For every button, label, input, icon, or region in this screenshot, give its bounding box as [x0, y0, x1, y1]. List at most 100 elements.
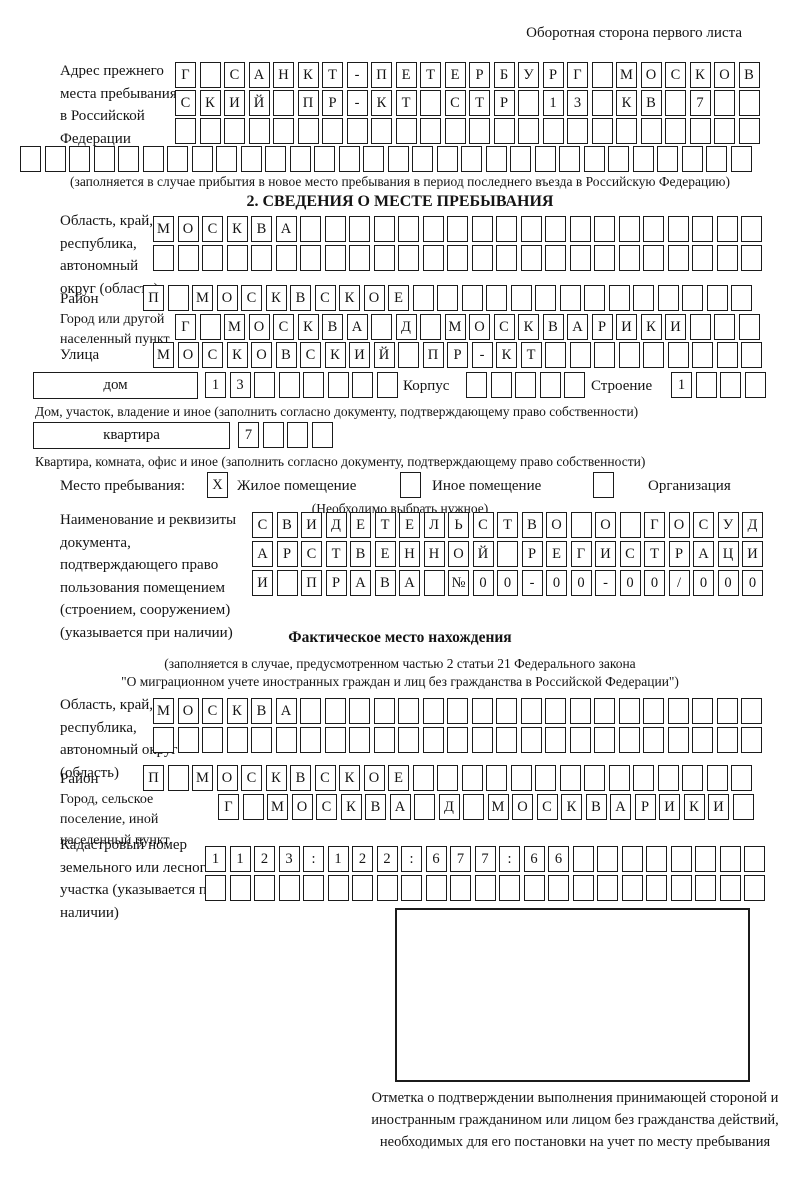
char-box[interactable]: А: [275, 216, 297, 242]
char-box[interactable]: [20, 146, 41, 172]
char-box[interactable]: [719, 875, 741, 901]
char-box[interactable]: [665, 90, 686, 116]
char-box[interactable]: Р: [325, 570, 347, 596]
char-box[interactable]: Т: [420, 62, 441, 88]
char-box[interactable]: :: [499, 846, 520, 872]
char-box[interactable]: [616, 118, 637, 144]
char-box[interactable]: К: [496, 342, 517, 368]
char-box[interactable]: -: [471, 342, 493, 368]
char-box[interactable]: [387, 146, 409, 172]
char-box[interactable]: [591, 118, 613, 144]
char-box[interactable]: [300, 245, 321, 271]
char-box[interactable]: [199, 62, 221, 88]
char-box[interactable]: [744, 875, 765, 901]
char-box[interactable]: [412, 146, 433, 172]
char-box[interactable]: [523, 875, 545, 901]
char-box[interactable]: 1: [542, 90, 564, 116]
char-box[interactable]: [324, 216, 346, 242]
char-box[interactable]: [398, 698, 419, 724]
char-box[interactable]: [608, 146, 629, 172]
char-box[interactable]: Т: [322, 62, 343, 88]
char-box[interactable]: В: [276, 512, 298, 538]
char-box[interactable]: [633, 285, 654, 311]
char-box[interactable]: В: [738, 62, 760, 88]
char-box[interactable]: М: [153, 216, 174, 242]
char-box[interactable]: [719, 846, 741, 872]
char-box[interactable]: М: [267, 794, 288, 820]
char-box[interactable]: М: [192, 765, 213, 791]
char-box[interactable]: 7: [450, 846, 471, 872]
char-box[interactable]: [199, 314, 221, 340]
char-box[interactable]: В: [290, 285, 311, 311]
char-box[interactable]: В: [374, 570, 396, 596]
char-box[interactable]: [569, 727, 591, 753]
char-box[interactable]: Т: [520, 342, 542, 368]
char-box[interactable]: [535, 765, 556, 791]
char-box[interactable]: Г: [570, 541, 592, 567]
char-box[interactable]: 0: [570, 570, 592, 596]
char-box[interactable]: [716, 698, 738, 724]
char-box[interactable]: О: [546, 512, 567, 538]
char-box[interactable]: -: [346, 90, 368, 116]
char-box[interactable]: [597, 875, 618, 901]
char-box[interactable]: [447, 698, 468, 724]
char-box[interactable]: А: [567, 314, 588, 340]
char-box[interactable]: [398, 727, 419, 753]
char-box[interactable]: О: [668, 512, 690, 538]
char-box[interactable]: [177, 245, 199, 271]
char-box[interactable]: /: [668, 570, 690, 596]
char-box[interactable]: Р: [542, 62, 564, 88]
char-box[interactable]: [423, 570, 445, 596]
char-box[interactable]: [436, 146, 458, 172]
char-box[interactable]: К: [683, 794, 705, 820]
char-box[interactable]: А: [275, 698, 297, 724]
char-box[interactable]: [444, 118, 466, 144]
char-box[interactable]: К: [371, 90, 392, 116]
char-box[interactable]: [240, 146, 262, 172]
char-box[interactable]: [486, 765, 507, 791]
char-box[interactable]: [564, 372, 585, 398]
char-box[interactable]: [447, 245, 468, 271]
char-box[interactable]: [395, 118, 417, 144]
char-box[interactable]: Й: [472, 541, 494, 567]
char-box[interactable]: О: [177, 698, 199, 724]
char-box[interactable]: А: [693, 541, 714, 567]
char-box[interactable]: [569, 698, 591, 724]
char-box[interactable]: [327, 875, 349, 901]
char-box[interactable]: [496, 245, 517, 271]
char-box[interactable]: А: [346, 314, 368, 340]
char-box[interactable]: [681, 146, 703, 172]
char-box[interactable]: [300, 698, 321, 724]
char-box[interactable]: [741, 216, 762, 242]
char-box[interactable]: И: [595, 541, 616, 567]
char-box[interactable]: [497, 541, 518, 567]
char-box[interactable]: [229, 875, 251, 901]
char-box[interactable]: [226, 245, 248, 271]
char-box[interactable]: Г: [218, 794, 239, 820]
char-box[interactable]: [420, 118, 441, 144]
char-box[interactable]: 2: [352, 846, 373, 872]
char-box[interactable]: И: [301, 512, 322, 538]
char-box[interactable]: 6: [425, 846, 447, 872]
char-box[interactable]: [510, 765, 532, 791]
char-box[interactable]: [520, 216, 542, 242]
char-box[interactable]: [486, 285, 507, 311]
char-box[interactable]: [643, 245, 664, 271]
char-box[interactable]: Р: [521, 541, 543, 567]
char-box[interactable]: [545, 727, 566, 753]
char-box[interactable]: В: [542, 314, 564, 340]
char-box[interactable]: С: [314, 765, 336, 791]
char-box[interactable]: [437, 765, 458, 791]
char-box[interactable]: [594, 245, 615, 271]
char-box[interactable]: [657, 285, 679, 311]
char-box[interactable]: [398, 245, 419, 271]
char-box[interactable]: [559, 146, 580, 172]
char-box[interactable]: №: [448, 570, 469, 596]
char-box[interactable]: [447, 727, 468, 753]
char-box[interactable]: Е: [374, 541, 396, 567]
char-box[interactable]: 0: [742, 570, 763, 596]
char-box[interactable]: [202, 727, 223, 753]
char-box[interactable]: [324, 245, 346, 271]
char-box[interactable]: [572, 875, 594, 901]
char-box[interactable]: [216, 146, 237, 172]
